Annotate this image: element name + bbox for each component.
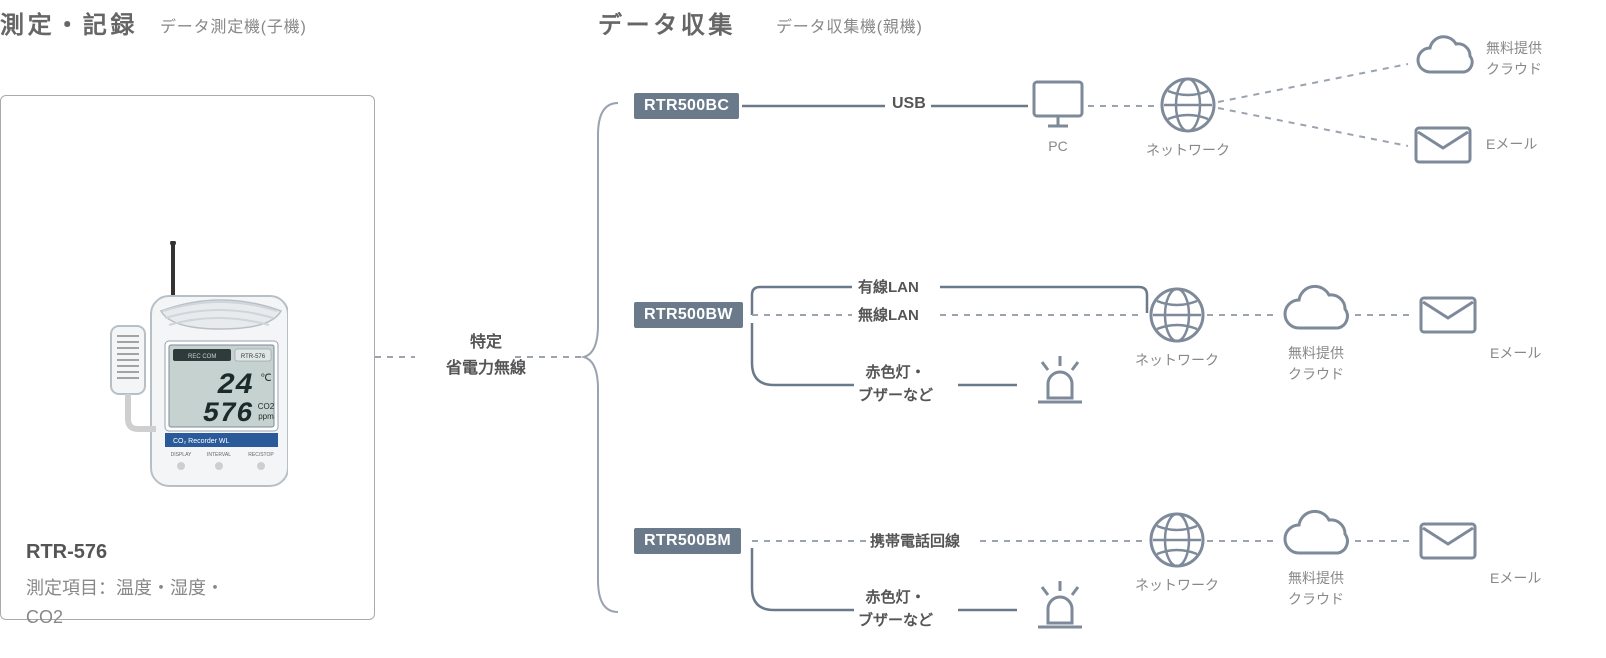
bm-mail-label: Eメール <box>1490 568 1600 588</box>
bw-net-label: ネットワーク <box>1127 350 1227 370</box>
left-section-title: 測定・記録 <box>0 5 138 40</box>
device-desc-line1: 測定項目：温度・湿度・ <box>26 578 224 598</box>
pc-icon <box>1028 78 1088 134</box>
bw-wired-lan-label: 有線LAN <box>858 276 919 297</box>
device-desc-line2: CO2 <box>26 607 63 627</box>
globe-icon <box>1158 75 1218 135</box>
mail-icon <box>1410 120 1476 168</box>
svg-text:RTR-576: RTR-576 <box>241 354 266 360</box>
link-label: 特定 省電力無線 <box>436 330 536 381</box>
bw-mail-label: Eメール <box>1490 343 1600 363</box>
svg-text:DISPLAY: DISPLAY <box>171 452 192 458</box>
mail-icon <box>1415 290 1481 338</box>
svg-text:INTERVAL: INTERVAL <box>207 452 231 458</box>
cloud-icon <box>1277 509 1355 565</box>
bw-alarm-label-l2: ブザーなど <box>858 387 933 404</box>
bc-cloud-label: 無料提供 クラウド <box>1486 38 1596 80</box>
bc-cloud-label-l2: クラウド <box>1486 61 1542 77</box>
product-illustration: REC COM RTR-576 24 ℃ 576 CO2 ppm CO₂ Rec… <box>103 241 288 511</box>
left-section-subtitle: データ測定機(子機) <box>160 13 307 37</box>
lcd-co2: 576 <box>203 399 254 430</box>
cloud-icon <box>1277 284 1355 340</box>
badge-rtr500bw: RTR500BW <box>634 302 743 328</box>
device-name: RTR-576 <box>26 541 107 564</box>
bc-usb-label: USB <box>892 95 926 113</box>
badge-rtr500bc: RTR500BC <box>634 93 739 119</box>
bm-alarm-label: 赤色灯・ ブザーなど <box>858 587 933 632</box>
siren-icon <box>1028 350 1092 414</box>
right-section-title: データ収集 <box>598 5 736 40</box>
svg-text:CO₂ Recorder WL: CO₂ Recorder WL <box>173 438 230 445</box>
bw-alarm-label: 赤色灯・ ブザーなど <box>858 362 933 407</box>
device-desc: 測定項目：温度・湿度・ CO2 <box>26 574 356 632</box>
mail-icon <box>1415 516 1481 564</box>
svg-text:ppm: ppm <box>258 412 274 421</box>
svg-text:REC COM: REC COM <box>188 354 216 360</box>
svg-text:CO2: CO2 <box>258 402 275 411</box>
bm-net-label: ネットワーク <box>1127 575 1227 595</box>
bm-cloud-label-l2: クラウド <box>1288 591 1344 607</box>
globe-icon <box>1147 285 1207 345</box>
bm-cloud-label: 無料提供 クラウド <box>1277 568 1355 610</box>
bracket-icon <box>580 95 620 620</box>
cloud-icon <box>1410 34 1476 82</box>
bw-cloud-label-l2: クラウド <box>1288 366 1344 382</box>
lcd-temp: 24 <box>217 369 253 403</box>
bm-alarm-label-l1: 赤色灯・ <box>866 589 926 606</box>
bm-cloud-label-l1: 無料提供 <box>1288 570 1344 586</box>
right-section-subtitle: データ収集機(親機) <box>776 13 923 37</box>
link-label-line2: 省電力無線 <box>446 360 526 377</box>
bw-wireless-lan-label: 無線LAN <box>858 304 919 325</box>
bc-mail-label: Eメール <box>1486 134 1596 154</box>
bc-pc-label: PC <box>1028 138 1088 154</box>
globe-icon <box>1147 510 1207 570</box>
bc-cloud-label-l1: 無料提供 <box>1486 40 1542 56</box>
bm-alarm-label-l2: ブザーなど <box>858 612 933 629</box>
svg-text:REC/STOP: REC/STOP <box>248 452 274 458</box>
bw-cloud-label-l1: 無料提供 <box>1288 345 1344 361</box>
link-label-line1: 特定 <box>470 334 502 351</box>
bw-alarm-label-l1: 赤色灯・ <box>866 364 926 381</box>
svg-text:℃: ℃ <box>260 373 271 384</box>
siren-icon <box>1028 575 1092 639</box>
bw-cloud-label: 無料提供 クラウド <box>1277 343 1355 385</box>
device-box: REC COM RTR-576 24 ℃ 576 CO2 ppm CO₂ Rec… <box>0 95 375 620</box>
badge-rtr500bm: RTR500BM <box>634 528 741 554</box>
